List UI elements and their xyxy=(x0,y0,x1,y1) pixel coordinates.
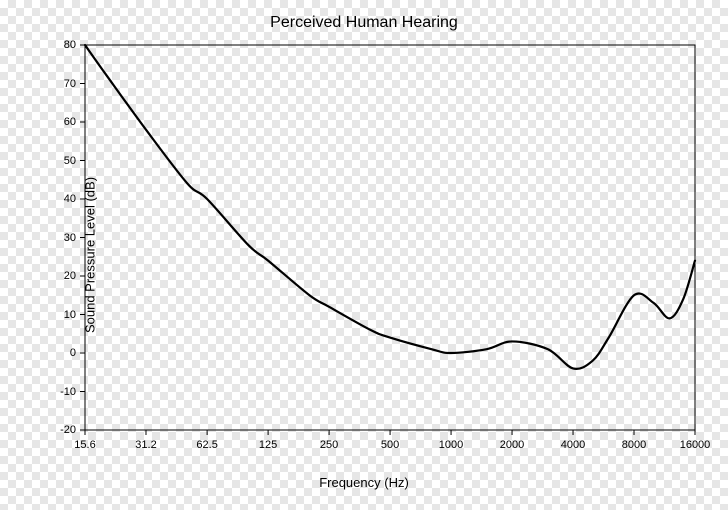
x-tick-label: 2000 xyxy=(500,439,524,451)
y-tick-label: -10 xyxy=(46,386,76,398)
y-tick-label: 80 xyxy=(46,39,76,51)
chart-svg xyxy=(0,0,728,510)
x-tick-label: 125 xyxy=(259,439,277,451)
x-tick-label: 15.6 xyxy=(74,439,95,451)
y-tick-label: 40 xyxy=(46,193,76,205)
x-tick-label: 8000 xyxy=(622,439,646,451)
hearing-chart: Perceived Human Hearing Sound Pressure L… xyxy=(0,0,728,510)
y-tick-label: 0 xyxy=(46,347,76,359)
x-tick-label: 500 xyxy=(381,439,399,451)
x-axis-label: Frequency (Hz) xyxy=(0,475,728,490)
x-tick-label: 250 xyxy=(320,439,338,451)
chart-title: Perceived Human Hearing xyxy=(0,14,728,32)
y-tick-label: 50 xyxy=(46,155,76,167)
y-axis-label: Sound Pressure Level (dB) xyxy=(83,177,98,333)
y-tick-label: 70 xyxy=(46,78,76,90)
y-tick-label: 30 xyxy=(46,232,76,244)
y-tick-label: -20 xyxy=(46,424,76,436)
y-tick-label: 20 xyxy=(46,270,76,282)
series-group xyxy=(85,45,695,369)
axes-group xyxy=(85,45,695,430)
y-tick-label: 60 xyxy=(46,116,76,128)
x-tick-label: 62.5 xyxy=(196,439,217,451)
x-tick-label: 31.2 xyxy=(135,439,156,451)
x-tick-label: 16000 xyxy=(680,439,711,451)
ticks-group xyxy=(80,45,695,435)
x-tick-label: 4000 xyxy=(561,439,585,451)
x-tick-label: 1000 xyxy=(439,439,463,451)
y-tick-label: 10 xyxy=(46,309,76,321)
